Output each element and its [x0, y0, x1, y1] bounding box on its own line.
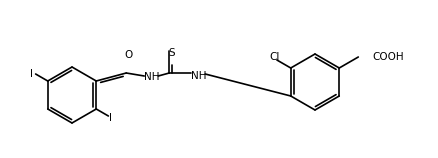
- Text: I: I: [110, 113, 113, 123]
- Text: S: S: [168, 48, 175, 58]
- Text: O: O: [124, 50, 132, 60]
- Text: Cl: Cl: [270, 52, 280, 62]
- Text: NH: NH: [145, 72, 160, 82]
- Text: NH: NH: [191, 71, 207, 81]
- Text: COOH: COOH: [372, 52, 404, 62]
- Text: I: I: [30, 69, 32, 79]
